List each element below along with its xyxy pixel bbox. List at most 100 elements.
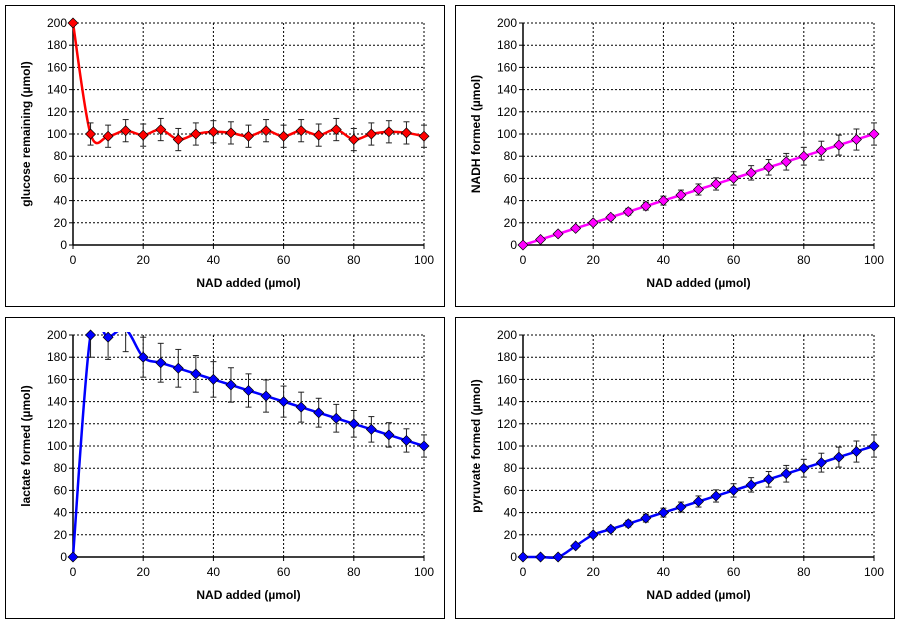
- y-tick-label: 60: [54, 171, 68, 185]
- data-point: [693, 496, 704, 507]
- y-tick-label: 0: [510, 238, 517, 252]
- data-point: [383, 429, 395, 441]
- data-point: [728, 172, 740, 184]
- data-point: [225, 379, 237, 391]
- x-tick-label: 40: [207, 565, 221, 579]
- y-tick-label: 100: [497, 439, 517, 453]
- data-point: [552, 228, 564, 240]
- y-tick-label: 100: [497, 127, 517, 141]
- data-point: [622, 518, 634, 530]
- y-tick-label: 80: [54, 461, 68, 475]
- data-point: [745, 479, 757, 491]
- y-tick-label: 40: [504, 506, 518, 520]
- y-tick-label: 40: [54, 194, 68, 208]
- data-point: [190, 128, 202, 140]
- y-tick-label: 180: [497, 38, 517, 52]
- data-point: [535, 551, 547, 563]
- series-line: [71, 332, 425, 558]
- data-point: [640, 200, 652, 212]
- data-point: [570, 540, 582, 552]
- data-point: [517, 239, 529, 251]
- y-tick-label: 140: [497, 395, 517, 409]
- x-tick-label: 80: [347, 565, 361, 579]
- x-tick-label: 40: [657, 253, 671, 267]
- data-point: [815, 145, 827, 157]
- y-axis-label: glucose remaining (µmol): [19, 61, 33, 207]
- data-point: [868, 128, 880, 140]
- data-point: [295, 125, 307, 137]
- x-tick-label: 0: [70, 253, 77, 267]
- data-point: [622, 206, 634, 218]
- chart-panel-1: 0 20 40 60 80 100 120 140 160 180 200 0 20 40 60 80 100 N…: [5, 5, 445, 307]
- x-tick-label: 60: [277, 565, 291, 579]
- y-tick-label: 100: [47, 127, 67, 141]
- x-tick-label: 20: [587, 565, 601, 579]
- data-point: [675, 189, 687, 201]
- x-axis-label: NAD added (µmol): [646, 276, 750, 290]
- data-point: [137, 351, 149, 363]
- data-point: [605, 211, 617, 223]
- data-point: [365, 128, 377, 140]
- chart-panel-3: 0 20 40 60 80 100 120 140 160 180 200 0 20 40 60 80 100 N…: [5, 317, 445, 619]
- data-point: [587, 529, 599, 541]
- data-point: [313, 129, 325, 141]
- y-tick-label: 80: [54, 149, 68, 163]
- data-point: [67, 17, 79, 29]
- data-point: [102, 130, 114, 142]
- y-tick-label: 200: [497, 328, 517, 342]
- data-point: [418, 130, 430, 142]
- data-point: [798, 150, 810, 162]
- data-point: [278, 130, 290, 142]
- data-point: [517, 551, 529, 563]
- x-tick-label: 0: [520, 565, 527, 579]
- data-point: [850, 134, 862, 146]
- data-point: [190, 368, 202, 380]
- data-point: [400, 434, 412, 446]
- y-tick-label: 20: [504, 528, 518, 542]
- x-tick-label: 100: [864, 565, 884, 579]
- x-tick-label: 0: [70, 565, 77, 579]
- data-point: [155, 357, 167, 369]
- data-point: [155, 124, 167, 136]
- y-tick-label: 0: [60, 238, 67, 252]
- data-point: [365, 423, 377, 435]
- y-tick-label: 80: [504, 461, 518, 475]
- x-tick-label: 60: [727, 565, 741, 579]
- data-point: [348, 418, 360, 430]
- y-tick-label: 140: [497, 83, 517, 97]
- x-tick-label: 20: [137, 253, 151, 267]
- x-tick-label: 60: [277, 253, 291, 267]
- y-tick-label: 140: [47, 83, 67, 97]
- y-tick-label: 160: [47, 372, 67, 386]
- y-tick-label: 120: [47, 417, 67, 431]
- data-point: [207, 373, 219, 385]
- y-tick-label: 120: [497, 105, 517, 119]
- x-tick-label: 100: [414, 565, 434, 579]
- data-point: [868, 440, 880, 452]
- data-point: [657, 507, 669, 519]
- data-point: [102, 331, 114, 343]
- y-tick-label: 0: [510, 550, 517, 564]
- data-point: [120, 125, 132, 137]
- data-point: [85, 128, 97, 140]
- data-point: [587, 217, 599, 229]
- data-point: [383, 126, 395, 138]
- x-tick-label: 20: [137, 565, 151, 579]
- y-tick-label: 120: [497, 417, 517, 431]
- x-axis-label: NAD added (µmol): [196, 588, 300, 602]
- data-point: [278, 396, 290, 408]
- y-tick-label: 100: [47, 439, 67, 453]
- y-tick-label: 20: [54, 528, 68, 542]
- y-tick-label: 60: [504, 171, 518, 185]
- y-tick-label: 80: [504, 149, 518, 163]
- data-point: [675, 501, 687, 513]
- data-point: [693, 184, 704, 195]
- data-point: [243, 385, 254, 396]
- data-point: [640, 512, 652, 524]
- data-point: [330, 412, 342, 424]
- y-tick-label: 200: [47, 16, 67, 30]
- data-point: [763, 473, 775, 485]
- chart-panel-2: 0 20 40 60 80 100 120 140 160 180 200 0 20 40 60 80 100 N…: [455, 5, 895, 307]
- x-tick-label: 100: [414, 253, 434, 267]
